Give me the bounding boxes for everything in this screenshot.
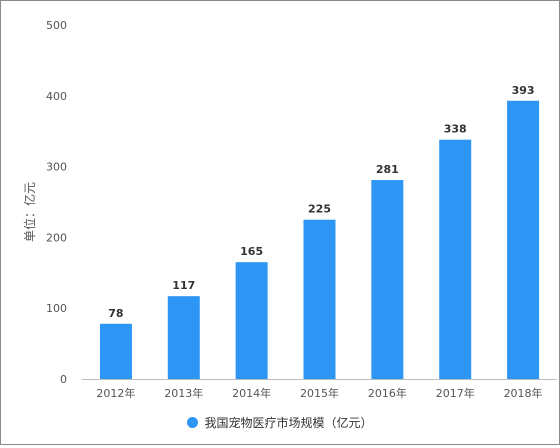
y-tick-label: 100 xyxy=(46,302,67,315)
bar xyxy=(439,139,472,379)
bar xyxy=(99,323,132,379)
x-tick-label: 2014年 xyxy=(232,386,271,400)
bar xyxy=(371,180,404,379)
data-label: 225 xyxy=(308,203,331,216)
data-label: 165 xyxy=(240,245,263,258)
x-tick-label: 2013年 xyxy=(164,386,203,400)
legend-marker-icon xyxy=(187,417,199,428)
data-label: 78 xyxy=(108,307,123,320)
y-axis-title: 单位：亿元 xyxy=(22,182,37,242)
legend-label: 我国宠物医疗市场规模（亿元） xyxy=(204,416,373,430)
x-tick-label: 2016年 xyxy=(368,386,407,400)
x-tick-label: 2012年 xyxy=(96,386,135,400)
y-tick-label: 300 xyxy=(46,161,67,174)
y-tick-label: 0 xyxy=(60,373,67,386)
data-label: 281 xyxy=(376,163,399,176)
bar xyxy=(235,262,268,379)
y-tick-label: 500 xyxy=(46,19,67,32)
y-tick-label: 200 xyxy=(46,231,67,244)
bar xyxy=(507,100,540,380)
data-label: 338 xyxy=(444,123,467,136)
legend: 我国宠物医疗市场规模（亿元） xyxy=(1,414,559,431)
y-tick-label: 400 xyxy=(46,90,67,103)
x-tick-label: 2018年 xyxy=(504,386,543,400)
bar xyxy=(167,296,200,379)
data-label: 393 xyxy=(512,84,535,97)
data-label: 117 xyxy=(172,279,195,292)
x-tick-label: 2015年 xyxy=(300,386,339,400)
bar xyxy=(303,219,336,379)
x-tick-label: 2017年 xyxy=(436,386,475,400)
